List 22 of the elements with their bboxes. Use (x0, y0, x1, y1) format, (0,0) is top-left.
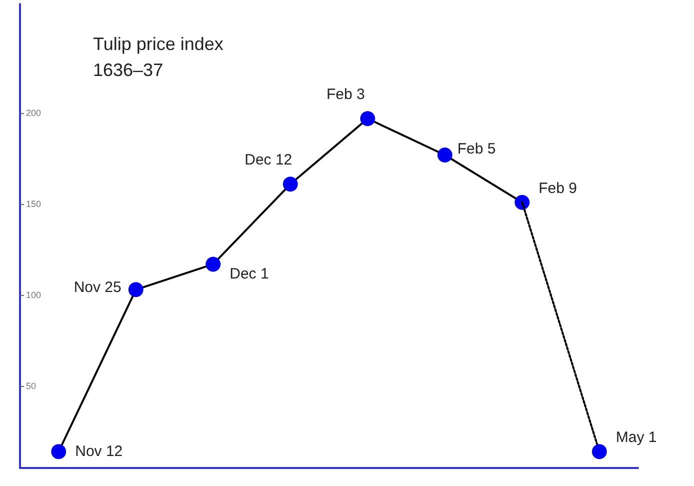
text: Tulip price index (93, 34, 224, 54)
data-label: May 1 (616, 429, 657, 446)
data-label: Dec 12 (244, 152, 292, 169)
data-label: Feb 3 (326, 86, 365, 104)
data-label: Dec 1 (230, 266, 269, 283)
point (51, 444, 66, 460)
data-label: Nov 12 (75, 443, 123, 460)
point (514, 194, 530, 210)
data-label: Feb 5 (457, 140, 496, 158)
point (282, 176, 298, 192)
point (128, 282, 144, 298)
y-tick-label: 50 (26, 381, 36, 392)
data-label: Nov 25 (74, 279, 122, 296)
data-label: Feb 9 (538, 180, 577, 197)
point (206, 256, 221, 272)
y-tick-label: 150 (26, 199, 42, 210)
point (437, 148, 452, 163)
y-tick-label: 100 (26, 290, 42, 300)
text: 1636–37 (93, 60, 164, 80)
y-tick-label: 200 (26, 108, 42, 118)
point (360, 111, 376, 126)
point (592, 444, 607, 460)
